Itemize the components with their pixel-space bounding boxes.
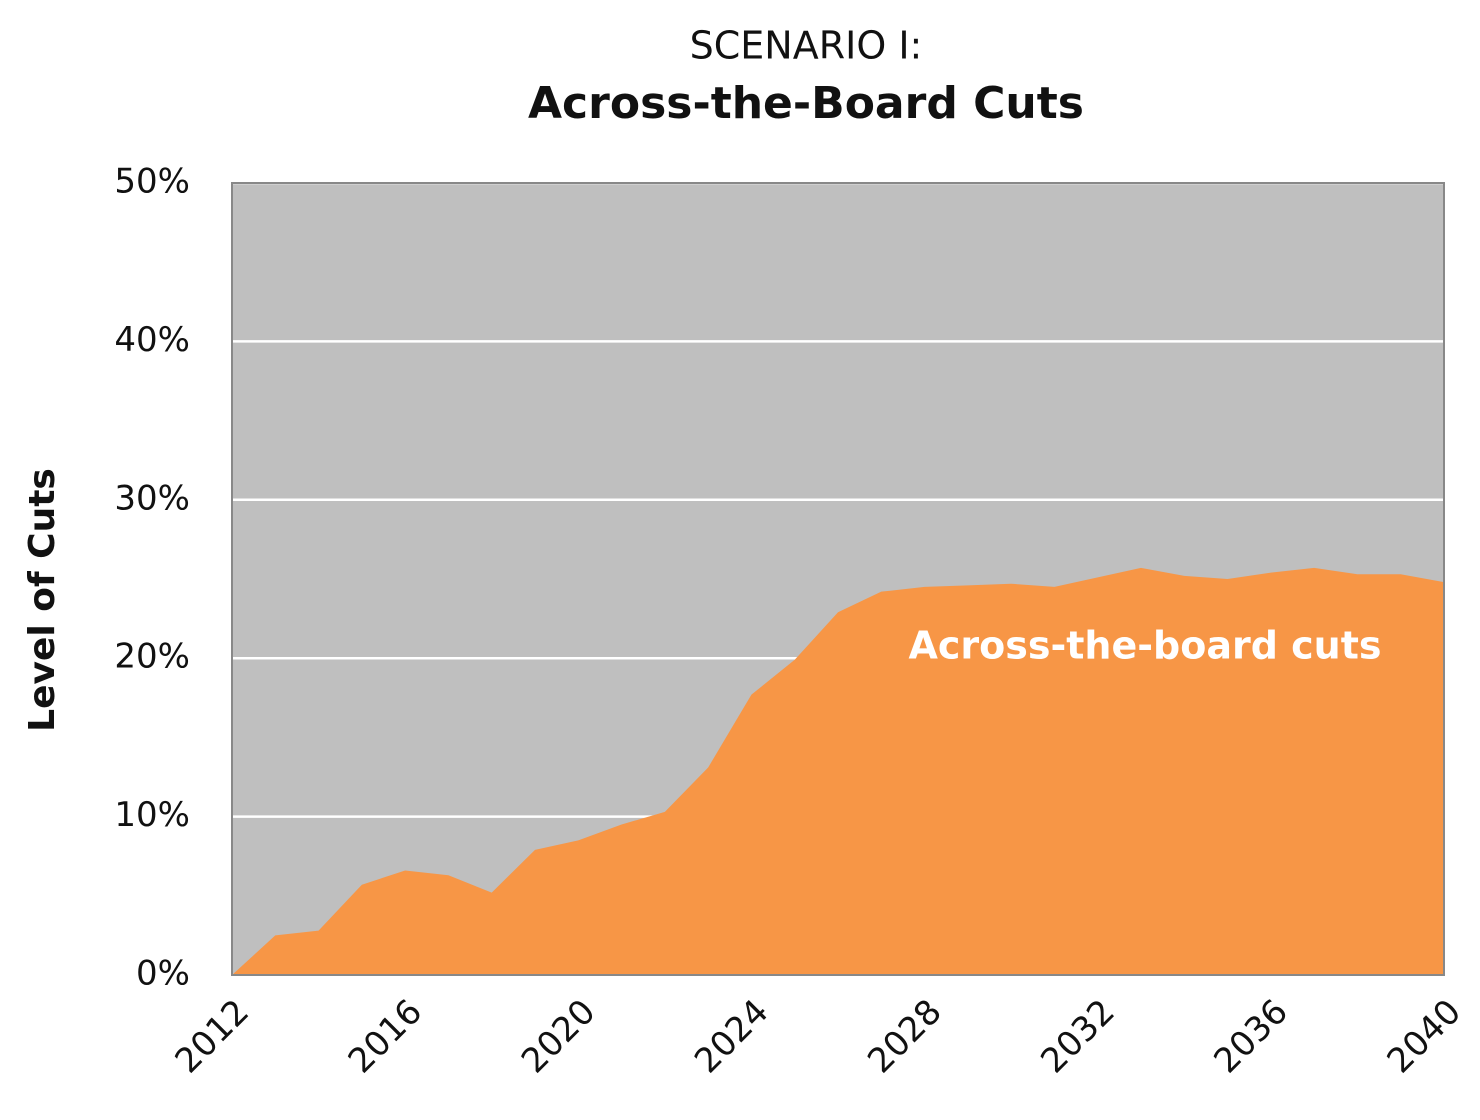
x-tick-label: 2012 (168, 992, 257, 1081)
x-tick-label: 2020 (514, 992, 603, 1081)
y-tick-label: 50% (114, 162, 190, 202)
y-tick-label: 20% (114, 637, 190, 677)
x-tick-label: 2024 (687, 992, 776, 1081)
area (232, 567, 1444, 975)
x-tick-label: 2032 (1033, 992, 1122, 1081)
y-tick-label: 0% (136, 954, 190, 994)
plot-border (231, 182, 1445, 976)
y-tick-label: 40% (114, 320, 190, 360)
series-label: Across-the-board cuts (908, 624, 1381, 668)
y-tick-label: 10% (114, 795, 190, 835)
x-tick-label: 2036 (1206, 992, 1295, 1081)
chart-subtitle: Across-the-Board Cuts (528, 78, 1084, 129)
x-tick-label: 2040 (1380, 992, 1469, 1081)
y-tick-label: 30% (114, 478, 190, 518)
x-tick-label: 2016 (341, 992, 430, 1081)
chart-title: SCENARIO I: (690, 24, 923, 68)
y-axis-label: Level of Cuts (22, 468, 63, 732)
x-tick-label: 2028 (860, 992, 949, 1081)
